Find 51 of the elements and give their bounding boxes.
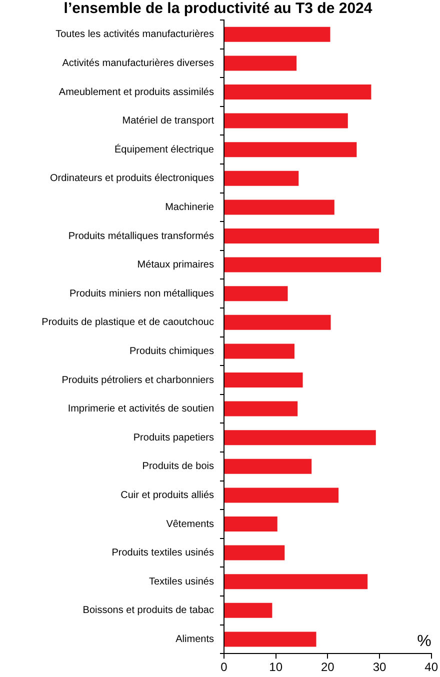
y-tick-label: Produits pétroliers et charbonniers bbox=[62, 374, 214, 386]
bar bbox=[224, 344, 294, 359]
bar bbox=[224, 458, 312, 474]
bar bbox=[224, 602, 272, 618]
y-tick-label: Activités manufacturières diverses bbox=[62, 58, 214, 69]
y-tick-label: Boissons et produits de tabac bbox=[82, 605, 214, 616]
bar bbox=[224, 286, 288, 302]
bar bbox=[224, 170, 299, 186]
bar bbox=[224, 142, 357, 158]
bar bbox=[224, 516, 278, 532]
bar bbox=[224, 574, 368, 590]
y-tick-label: Cuir et produits alliés bbox=[120, 490, 214, 501]
bar bbox=[224, 545, 285, 560]
bar bbox=[224, 488, 339, 503]
bar bbox=[224, 84, 372, 100]
x-tick-label: 0 bbox=[220, 660, 228, 674]
bar bbox=[224, 257, 382, 272]
bar bbox=[224, 200, 334, 215]
bar bbox=[224, 632, 316, 647]
x-tick-label: 30 bbox=[372, 660, 386, 674]
bar bbox=[224, 26, 330, 42]
y-tick-label: Textiles usinés bbox=[148, 576, 214, 588]
y-tick-label: Toutes les activités manufacturières bbox=[56, 29, 214, 40]
y-tick-label: Imprimerie et activités de soutien bbox=[68, 404, 214, 415]
x-tick-label: 40 bbox=[424, 660, 438, 674]
x-axis-title: % bbox=[417, 633, 432, 650]
y-tick-label: Aliments bbox=[176, 634, 214, 645]
y-tick-label: Produits de plastique et de caoutchouc bbox=[42, 317, 214, 328]
y-tick-label: Produits papetiers bbox=[133, 432, 214, 444]
bar bbox=[224, 430, 376, 446]
bar bbox=[224, 228, 379, 244]
y-tick-label: Produits chimiques bbox=[130, 346, 214, 357]
bar bbox=[224, 372, 303, 388]
y-tick-label: Produits textiles usinés bbox=[112, 548, 214, 559]
y-tick-label: Machinerie bbox=[165, 202, 214, 213]
x-tick-label: 20 bbox=[320, 660, 335, 674]
y-tick-label: Ameublement et produits assimilés bbox=[58, 86, 214, 98]
y-tick-label: Équipement électrique bbox=[114, 143, 214, 156]
y-tick-label: Vêtements bbox=[166, 518, 214, 530]
x-tick-label: 10 bbox=[269, 660, 283, 674]
bar bbox=[224, 401, 298, 416]
bar bbox=[224, 113, 348, 128]
y-tick-label: Ordinateurs et produits électroniques bbox=[50, 173, 214, 184]
y-tick-label: Matériel de transport bbox=[122, 116, 214, 127]
y-tick-label: Produits métalliques transformés bbox=[68, 230, 214, 242]
y-tick-label: Produits de bois bbox=[142, 461, 214, 472]
bar bbox=[224, 56, 297, 71]
y-tick-label: Produits miniers non métalliques bbox=[69, 288, 214, 300]
y-tick-label: Métaux primaires bbox=[137, 260, 214, 271]
chart-title: l’ensemble de la productivité au T3 de 2024 bbox=[64, 0, 373, 18]
bar bbox=[224, 314, 331, 330]
